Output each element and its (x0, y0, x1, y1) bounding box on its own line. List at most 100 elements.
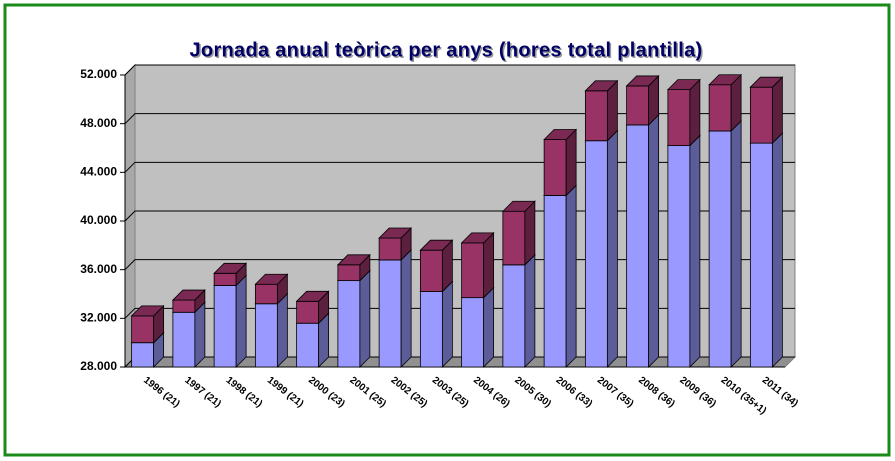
grid-line (124, 113, 795, 125)
bar-segment (213, 274, 248, 368)
bar-side (276, 292, 288, 368)
bar-top (419, 239, 454, 251)
bar-top (295, 290, 330, 302)
bar-front (626, 124, 650, 368)
bar-front (172, 311, 196, 368)
bar-front (254, 283, 278, 305)
bar-segment (254, 292, 289, 368)
bar-front (131, 342, 155, 368)
bar-front (337, 280, 361, 368)
bar-top (625, 75, 660, 87)
bar-front (584, 90, 608, 142)
bar-segment (584, 79, 619, 142)
bar-front (419, 249, 443, 292)
bar-front (708, 130, 732, 368)
bar-top (543, 129, 578, 140)
bar-side (524, 200, 536, 266)
bar-front (749, 86, 773, 144)
bar-segment (295, 290, 330, 325)
bar-side (483, 286, 495, 368)
bar-side (359, 269, 371, 368)
chart-title-shadow: Jornada anual teòrica per anys (hores to… (191, 41, 704, 63)
bar-top (171, 289, 206, 301)
bar-segment (501, 253, 536, 368)
bar-front (502, 264, 526, 368)
bar-front (626, 85, 650, 126)
bar-front (667, 145, 691, 368)
bar-front (749, 142, 773, 368)
bar-segment (584, 129, 619, 368)
bar-segment (171, 289, 206, 314)
bar-top (501, 200, 536, 212)
bar-segment (666, 78, 701, 147)
bar-front (172, 299, 196, 313)
bar-front (213, 285, 237, 368)
bar-segment (543, 128, 578, 197)
bar-segment (501, 200, 536, 266)
bar-segment (419, 280, 454, 368)
bar-front (378, 259, 402, 368)
bar-top (336, 254, 371, 266)
bar-front (461, 242, 485, 299)
bar-front (543, 195, 567, 368)
bar-side (648, 113, 660, 368)
bar-front (667, 89, 691, 146)
bar-side (483, 231, 495, 299)
bar-side (606, 129, 618, 368)
bar-top (378, 227, 413, 239)
bar-segment (625, 113, 660, 368)
bar-side (194, 301, 206, 368)
bar-side (565, 184, 577, 368)
bar-top (749, 76, 784, 88)
bar-front (543, 139, 567, 196)
bar-side (235, 274, 247, 368)
bar-top (666, 79, 701, 90)
bar-top (708, 74, 743, 86)
bar-side (441, 280, 453, 368)
bar-front (296, 300, 320, 324)
bar-side (400, 248, 412, 368)
bar-segment (708, 120, 743, 368)
bar-top (254, 273, 289, 285)
bar-front (254, 303, 278, 368)
y-tick-label: 36.000 (80, 262, 117, 276)
bar-top (130, 305, 165, 317)
bar-segment (749, 76, 784, 145)
bar-front (337, 264, 361, 282)
bar-side (524, 253, 536, 368)
grid-line (124, 64, 795, 76)
bar-segment (336, 253, 371, 282)
bar-segment (543, 184, 578, 368)
y-tick-label: 48.000 (80, 116, 117, 130)
y-tick-label: 40.000 (80, 213, 117, 227)
y-tick-label: 52.000 (80, 67, 117, 81)
bar-side (771, 132, 783, 368)
chart-title: Jornada anual teòrica per anys (hores to… (190, 39, 703, 61)
bar-front (296, 322, 320, 368)
y-tick-label: 44.000 (80, 165, 117, 179)
bar-front (708, 84, 732, 132)
bar-segment (254, 273, 289, 305)
bar-front (461, 297, 485, 368)
bar-segment (378, 227, 413, 261)
bar-segment (749, 132, 784, 368)
bar-segment (708, 73, 743, 132)
bar-segment (213, 262, 248, 287)
bar-segment (419, 239, 454, 293)
bar-front (378, 237, 402, 261)
bar-front (584, 140, 608, 368)
bar-segment (666, 134, 701, 368)
bar-top (213, 262, 248, 274)
bar-segment (625, 74, 660, 126)
bar-segment (130, 304, 165, 344)
y-tick-label: 28.000 (80, 359, 117, 373)
bar-segment (460, 286, 495, 368)
bar-top (460, 232, 495, 244)
bar-side (730, 120, 742, 368)
bar-top (584, 80, 619, 92)
bar-side (689, 78, 701, 147)
bar-segment (378, 248, 413, 368)
bar-side (565, 128, 577, 197)
